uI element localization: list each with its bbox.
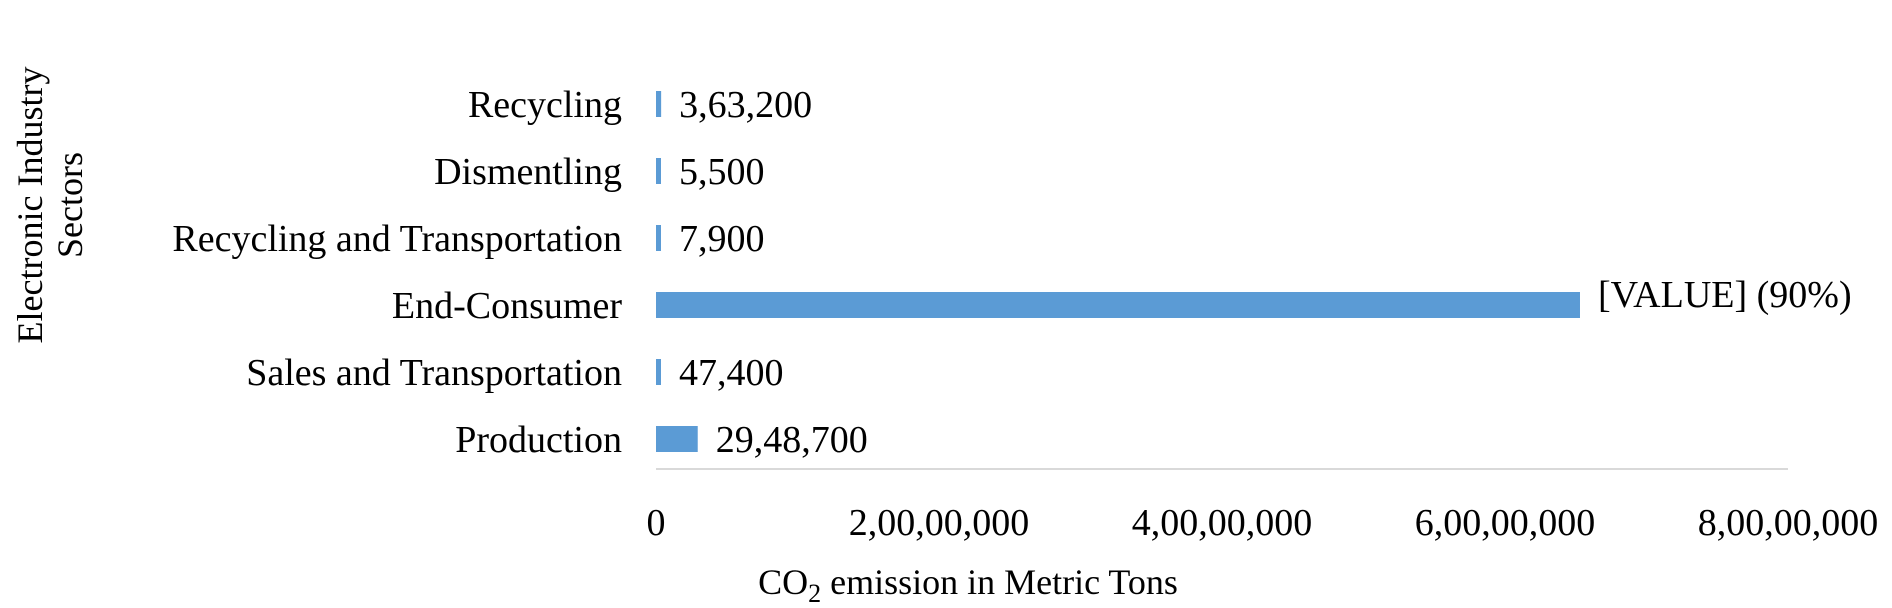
x-tick-label: 6,00,00,000	[1415, 502, 1596, 544]
category-label: Sales and Transportation	[246, 352, 622, 394]
x-axis-title: CO2 emission in Metric Tons	[758, 562, 1178, 608]
category-label: Recycling	[468, 84, 622, 126]
x-axis-title-subscript: 2	[808, 579, 821, 608]
data-label: 3,63,200	[679, 84, 812, 126]
category-label: End-Consumer	[392, 285, 622, 327]
x-tick-label: 8,00,00,000	[1698, 502, 1879, 544]
data-label: 29,48,700	[716, 419, 868, 461]
x-tick-label: 2,00,00,000	[849, 502, 1030, 544]
bar-recycling-and-transportation	[656, 225, 661, 251]
x-tick-label: 4,00,00,000	[1132, 502, 1313, 544]
y-axis-title-line1: Electronic Industry	[10, 67, 50, 344]
bar-sales-and-transportation	[656, 359, 661, 385]
y-axis-title-line2: Sectors	[50, 152, 90, 258]
bar-end-consumer	[656, 292, 1580, 318]
category-label: Dismentling	[434, 151, 622, 193]
data-label: 7,900	[679, 218, 765, 260]
data-label: 5,500	[679, 151, 765, 193]
x-tick-labels: 0 2,00,00,000 4,00,00,000 6,00,00,000 8,00,0…	[647, 502, 1879, 544]
data-label: [VALUE] (90%)	[1598, 274, 1852, 316]
category-label: Production	[455, 419, 622, 461]
bar-recycling	[656, 91, 662, 117]
data-labels: 3,63,200 5,500 7,900 [VALUE] (90%) 47,400 29,…	[679, 84, 1852, 461]
x-axis-title-co: CO	[758, 562, 808, 602]
x-tick-label: 0	[647, 502, 666, 544]
bar-dismentling	[656, 158, 661, 184]
data-label: 47,400	[679, 352, 784, 394]
bar-production	[656, 426, 698, 452]
y-axis-title: Electronic Industry Sectors	[10, 67, 90, 344]
category-labels: Recycling Dismentling Recycling and Transp…	[172, 84, 622, 461]
category-label: Recycling and Transportation	[172, 218, 622, 260]
x-axis-title-suffix: emission in Metric Tons	[821, 562, 1178, 602]
bars-group	[656, 91, 1580, 452]
